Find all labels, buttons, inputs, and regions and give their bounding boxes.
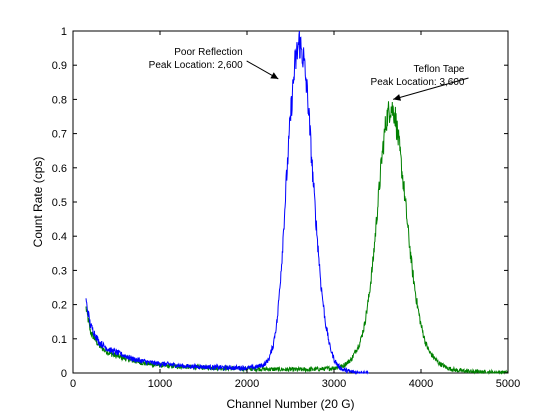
y-tick-label: 0: [61, 368, 67, 380]
y-tick-label: 0.7: [52, 129, 67, 141]
y-tick-label: 0.4: [52, 231, 67, 243]
y-tick-label: 0.1: [52, 334, 67, 346]
y-tick-label: 0.3: [52, 265, 67, 277]
y-tick-label: 1: [61, 26, 67, 38]
y-tick-label: 0.2: [52, 300, 67, 312]
x-tick-label: 0: [70, 378, 76, 390]
series-line-0: [85, 30, 370, 375]
annotation-arrow-1: [393, 77, 469, 100]
x-tick-label: 1000: [148, 378, 172, 390]
annotation-layer: Poor Reflection Peak Location: 2,600 Teflo…: [149, 47, 469, 101]
x-tick-label: 2000: [235, 378, 259, 390]
series-line-1: [85, 101, 509, 375]
x-tick-label: 3000: [322, 378, 346, 390]
y-tick-label: 0.6: [52, 163, 67, 175]
series-layer: [85, 30, 509, 375]
y-tick-label: 0.5: [52, 197, 67, 209]
y-axis-title: Count Rate (cps): [31, 157, 45, 248]
annotation-arrowhead-1: [393, 94, 402, 101]
annotation-text-0: Poor Reflection Peak Location: 2,600: [149, 47, 243, 71]
annotation-arrowhead-0: [270, 72, 279, 79]
y-tick-label: 0.9: [52, 60, 67, 72]
plot-area: [72, 30, 509, 374]
annotation-text-1: Teflon Tape Peak Location: 3,600: [371, 64, 465, 88]
x-tick-label: 5000: [496, 378, 520, 390]
ticks-layer: 0 1000 2000 3000 4000 5000 0 0.1 0.2 0.3 0.4 0.5 0.6…: [52, 26, 521, 390]
x-axis-title: Channel Number (20 G): [226, 397, 354, 411]
y-tick-label: 0.8: [52, 94, 67, 106]
x-tick-label: 4000: [409, 378, 433, 390]
